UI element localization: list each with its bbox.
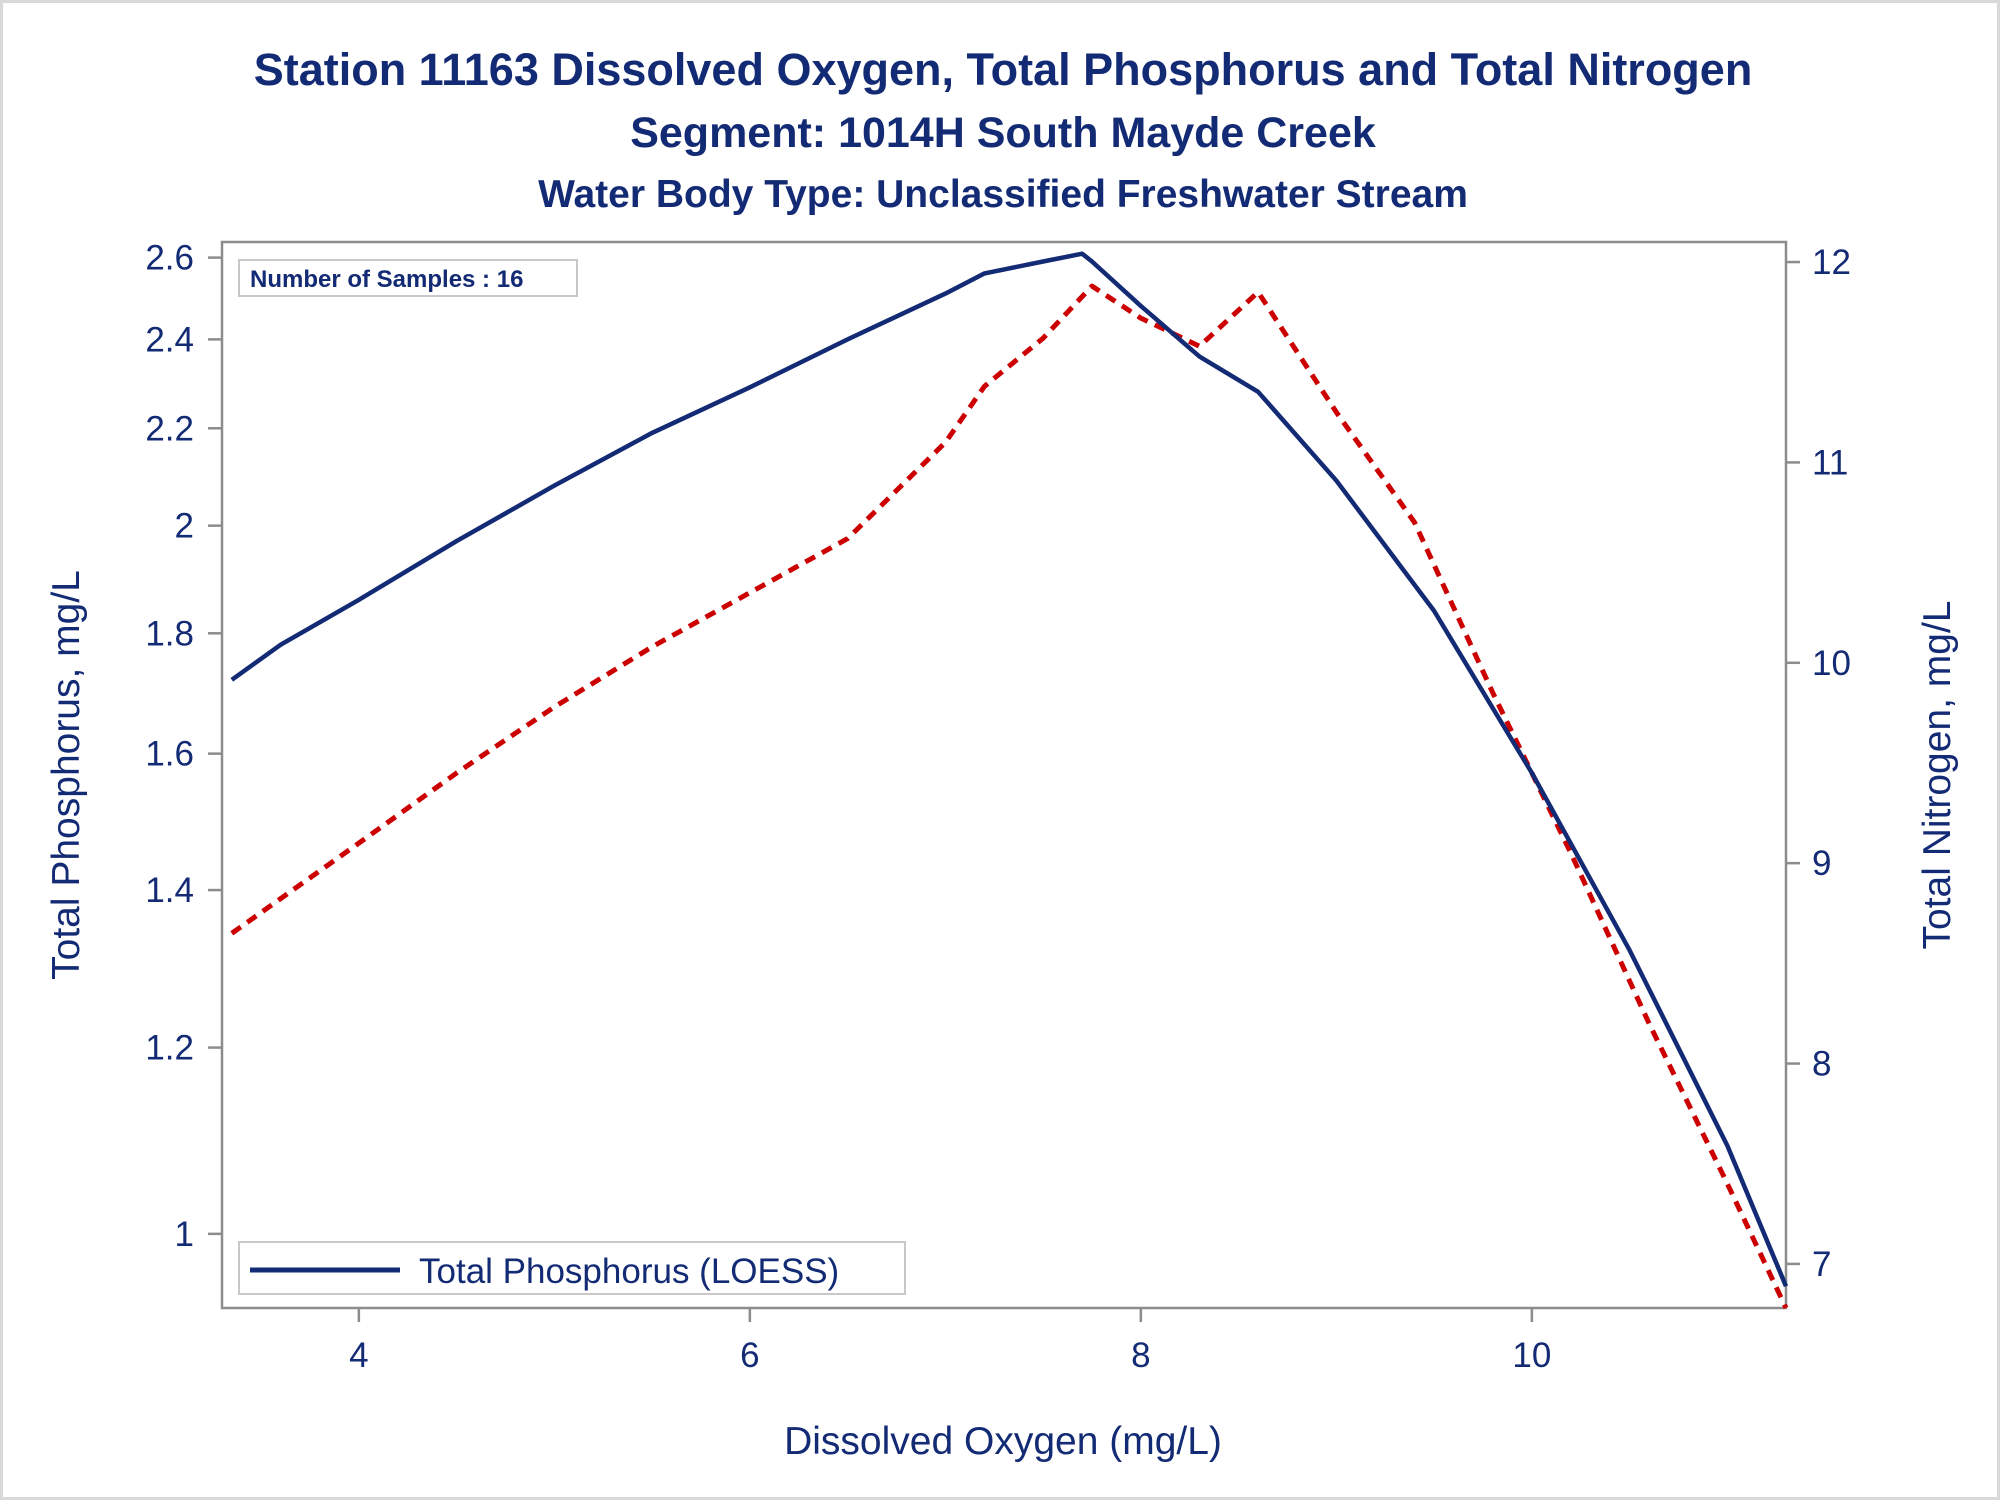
y-tick-label: 1.6 [145, 735, 194, 774]
y-tick-label: 1.2 [145, 1029, 194, 1068]
x-tick-label: 4 [349, 1336, 368, 1375]
line-chart: Station 11163 Dissolved Oxygen, Total Ph… [45, 44, 1959, 1463]
chart-title: Station 11163 Dissolved Oxygen, Total Ph… [254, 44, 1753, 95]
y2-tick-label: 8 [1812, 1045, 1831, 1084]
y2-tick-label: 12 [1812, 243, 1851, 282]
axis-ticks: 4 6 8 10 1 1.2 1.4 1.6 1.8 2 2.2 2.4 2.6 7 8 9 10 11 12 [145, 239, 1851, 1375]
sample-count-text: Number of Samples : 16 [250, 266, 523, 293]
legend: Total Phosphorus (LOESS) [238, 1241, 906, 1295]
y2-tick-label: 11 [1812, 443, 1848, 482]
y2-axis-label: Total Nitrogen, mg/L [1916, 600, 1959, 949]
y-tick-label: 1.8 [145, 614, 194, 653]
x-tick-label: 6 [740, 1336, 759, 1375]
sample-count-annotation: Number of Samples : 16 [238, 259, 578, 297]
legend-label: Total Phosphorus (LOESS) [419, 1252, 839, 1291]
y-tick-label: 1 [175, 1215, 194, 1254]
series-line-phosphorus [230, 251, 1789, 1288]
chart-subtitle-2: Water Body Type: Unclassified Freshwater… [538, 173, 1468, 216]
y-tick-label: 2.2 [145, 409, 194, 448]
y2-tick-label: 10 [1812, 644, 1851, 683]
y-tick-label: 2.6 [145, 239, 194, 278]
y2-tick-label: 7 [1812, 1245, 1831, 1284]
x-tick-label: 8 [1131, 1336, 1150, 1375]
x-tick-label: 10 [1512, 1336, 1551, 1375]
y2-tick-label: 9 [1812, 844, 1831, 883]
y-tick-label: 2 [175, 507, 194, 546]
series-line-nitrogen [230, 283, 1789, 1310]
y-axis-label: Total Phosphorus, mg/L [45, 570, 88, 980]
y-tick-label: 2.4 [145, 320, 194, 359]
series-lines [230, 251, 1789, 1310]
plot-area [220, 240, 1788, 1310]
x-axis-label: Dissolved Oxygen (mg/L) [784, 1420, 1222, 1463]
y-tick-label: 1.4 [145, 871, 194, 910]
chart-subtitle: Segment: 1014H South Mayde Creek [630, 109, 1376, 157]
